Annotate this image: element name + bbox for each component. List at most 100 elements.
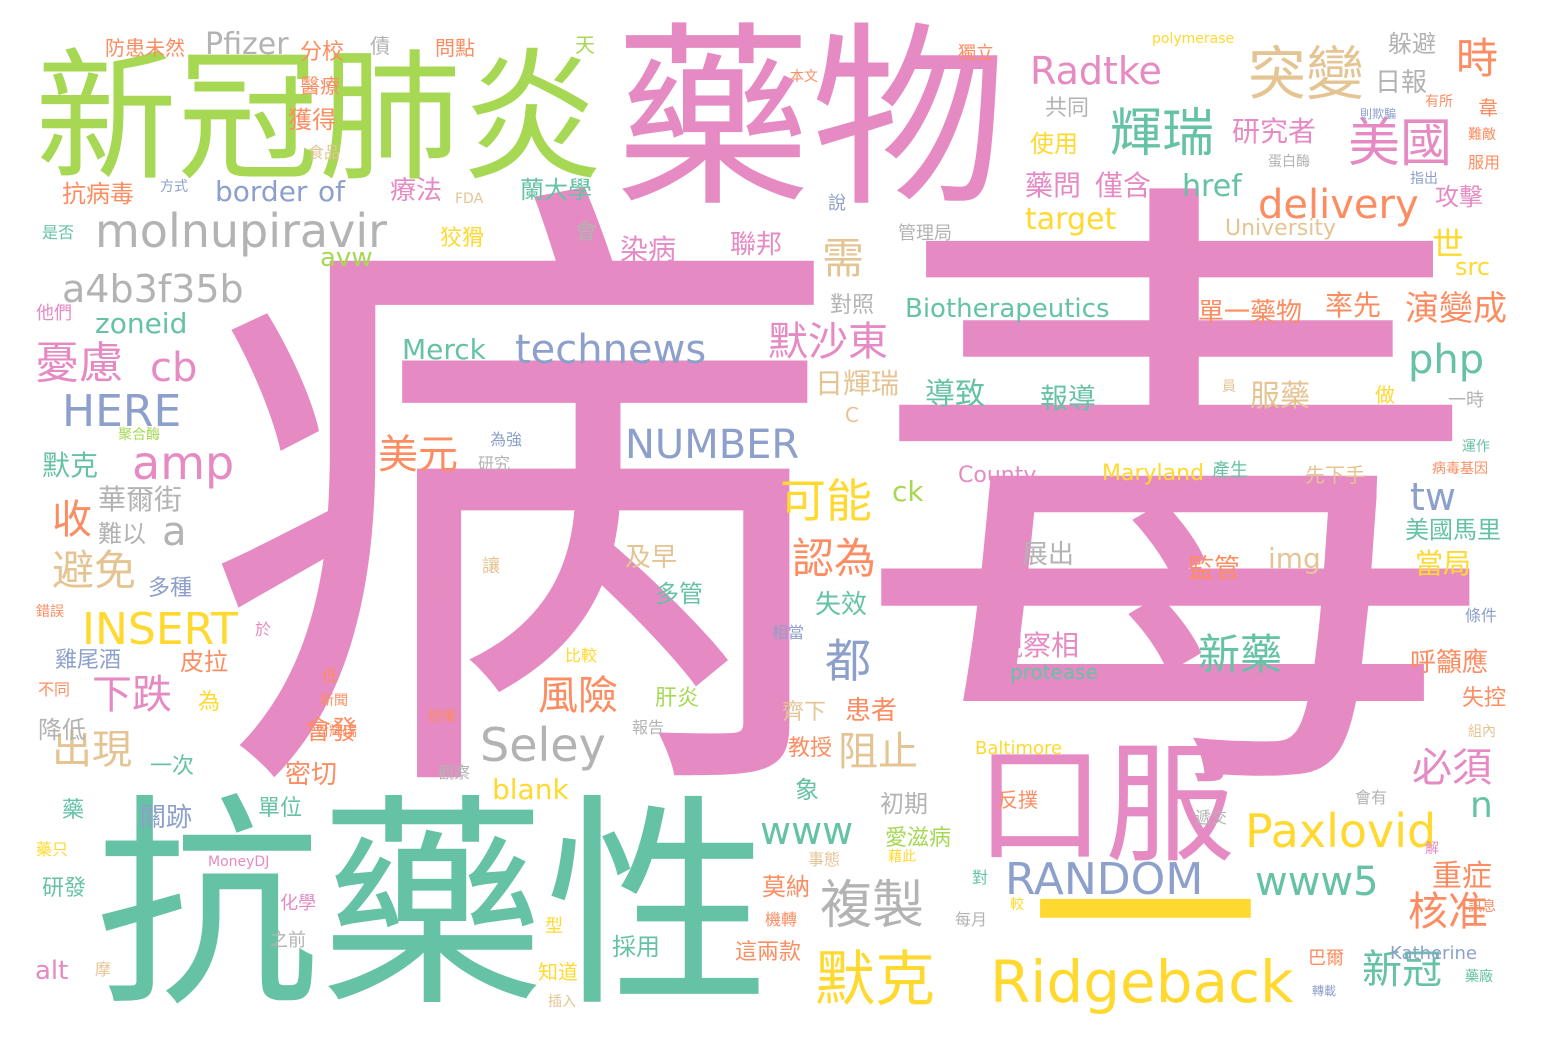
word: 收 — [52, 500, 92, 540]
word: 說 — [828, 195, 846, 213]
word: 機轉 — [765, 912, 797, 928]
word: 阻止 — [838, 732, 918, 772]
word: 化學 — [280, 895, 316, 913]
word: 抗病毒 — [62, 182, 134, 206]
word: www — [760, 812, 853, 850]
word: 象 — [795, 778, 819, 802]
word: 債 — [370, 36, 390, 56]
word: 則欺騙 — [1360, 108, 1396, 120]
word: 對輝瑞 — [315, 725, 357, 739]
word: 研究 — [478, 456, 510, 472]
word: 管理局 — [898, 225, 952, 243]
word: blank — [492, 776, 569, 804]
word: 抗藥性 — [95, 795, 770, 1020]
word: 藥 — [62, 800, 84, 822]
word: 知道 — [538, 962, 578, 982]
word: 教授 — [788, 738, 832, 760]
word: 美國 — [1348, 118, 1452, 170]
word: 方式 — [160, 180, 188, 194]
word: 突變 — [1248, 45, 1364, 103]
word: 運作 — [1462, 440, 1490, 454]
word: 藉此 — [888, 850, 916, 864]
word: 可能 — [780, 478, 872, 524]
word: 新聞 — [320, 694, 348, 708]
word: 下跌 — [92, 675, 172, 715]
word: Biotherapeutics — [905, 296, 1110, 322]
word: 多管 — [655, 582, 703, 606]
word: 為 — [198, 692, 220, 714]
word: 聯邦 — [730, 232, 782, 258]
word: 防患未然 — [105, 38, 185, 58]
word: 會 — [575, 222, 597, 244]
word: Paxlovid — [1245, 808, 1436, 854]
word: 採用 — [612, 935, 660, 959]
word: 問點 — [435, 38, 475, 58]
word: 染病 — [620, 236, 676, 264]
word: 組內 — [1468, 725, 1496, 739]
word: 反撲 — [998, 790, 1038, 810]
word: avw — [320, 245, 373, 271]
word: Radtke — [1030, 52, 1162, 90]
word: 蘭大學 — [520, 178, 592, 202]
word: C — [845, 405, 859, 425]
word: 齊下 — [782, 702, 826, 724]
word: technews — [515, 330, 706, 370]
word: 條件 — [1465, 608, 1497, 624]
word: 默沙東 — [768, 322, 888, 362]
word: 較 — [1010, 898, 1024, 912]
word: 授權 — [428, 710, 456, 724]
word: County — [958, 465, 1036, 487]
word: 風險 — [538, 676, 618, 716]
word: polymerase — [1152, 32, 1234, 46]
word: 都 — [825, 638, 871, 684]
word: 愛滋病 — [885, 828, 951, 850]
word: 關跡 — [140, 805, 192, 831]
word: 型 — [545, 918, 563, 936]
word: 肝炎 — [655, 688, 699, 710]
word: 事態 — [808, 852, 840, 868]
word: 產生 — [1212, 462, 1248, 480]
word: Maryland — [1102, 463, 1204, 485]
word: 獲得 — [288, 108, 336, 132]
word: 摩 — [95, 962, 111, 978]
word: 一次 — [150, 756, 194, 778]
word: MoneyDJ — [208, 855, 269, 869]
word: 監管 — [1188, 556, 1240, 582]
word: amp — [132, 440, 234, 486]
word: 失控 — [1462, 688, 1506, 710]
word: 新藥 — [1198, 634, 1282, 676]
word: 默克 — [815, 950, 935, 1010]
word: 僅含 — [1095, 172, 1151, 200]
word: 默克 — [42, 452, 98, 480]
word: 相當 — [772, 625, 804, 641]
word: n — [1470, 788, 1493, 824]
word: 多種 — [148, 578, 192, 600]
word: 插入 — [548, 995, 576, 1009]
word: a — [162, 512, 187, 552]
word: 演變成 — [1405, 292, 1507, 326]
word: Katherine — [1390, 945, 1477, 963]
word: 這兩款 — [735, 942, 801, 964]
word: 初期 — [880, 792, 928, 816]
word: 每月 — [955, 912, 987, 928]
word: 難敵 — [1468, 128, 1496, 142]
word: 藥物 — [615, 22, 1007, 218]
word: 攻擊 — [1435, 185, 1483, 209]
word: 指出 — [1410, 172, 1438, 186]
word: 巴爾 — [1308, 950, 1344, 968]
word: 避免 — [52, 550, 136, 592]
word: 員 — [1222, 380, 1236, 394]
word: 是否 — [42, 225, 74, 241]
word: 共同 — [1045, 98, 1089, 120]
word: 重症 — [1432, 862, 1492, 892]
word: Pfizer — [205, 30, 289, 60]
word: 服藥 — [1250, 382, 1310, 412]
word: 失效 — [815, 592, 867, 618]
word: of — [318, 178, 345, 206]
word: 日輝瑞 — [815, 370, 899, 398]
word: 美元 — [378, 435, 458, 475]
word: 世 — [1432, 228, 1464, 260]
word: 遞交 — [1195, 810, 1227, 826]
word: href — [1182, 172, 1242, 202]
word: 皮拉 — [180, 650, 228, 674]
